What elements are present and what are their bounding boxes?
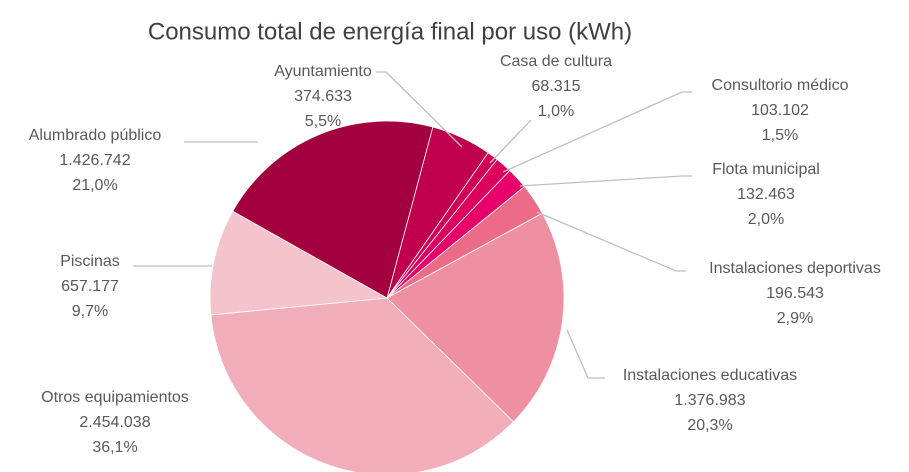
label-value: 103.102 <box>751 102 809 119</box>
label-percent: 20,3% <box>687 417 732 434</box>
pie-slice <box>209 210 389 316</box>
label-percent: 9,7% <box>72 303 108 320</box>
leader-line <box>489 119 532 164</box>
label-name: Otros equipamientos <box>41 389 189 406</box>
label-percent: 36,1% <box>92 439 137 456</box>
label-name: Piscinas <box>60 253 120 270</box>
leader-line <box>502 91 692 173</box>
label-name: Instalaciones educativas <box>623 367 797 384</box>
label-value: 196.543 <box>766 285 824 302</box>
label-value: 1.376.983 <box>674 392 745 409</box>
pie-slice <box>210 297 515 472</box>
label-percent: 1,0% <box>538 103 574 120</box>
leader-line <box>536 211 686 272</box>
label-name: Consultorio médico <box>712 77 849 94</box>
pie-slice <box>386 212 565 423</box>
label-value: 374.633 <box>294 88 352 105</box>
leader-line <box>376 71 463 148</box>
label-percent: 21,0% <box>72 177 117 194</box>
chart-title: Consumo total de energía final por uso (… <box>148 18 632 45</box>
label-name: Casa de cultura <box>500 53 612 70</box>
label-name: Flota municipal <box>712 161 820 178</box>
label-percent: 2,0% <box>748 211 784 228</box>
label-value: 132.463 <box>737 186 795 203</box>
leader-line <box>566 329 605 379</box>
label-value: 657.177 <box>61 278 119 295</box>
label-name: Alumbrado público <box>29 127 162 144</box>
label-percent: 5,5% <box>305 113 341 130</box>
label-value: 2.454.038 <box>79 414 150 431</box>
label-value: 68.315 <box>532 78 581 95</box>
label-value: 1.426.742 <box>59 152 130 169</box>
label-percent: 1,5% <box>762 127 798 144</box>
label-name: Ayuntamiento <box>274 63 372 80</box>
pie-slice <box>232 120 434 299</box>
label-percent: 2,9% <box>777 310 813 327</box>
leader-line <box>519 175 692 187</box>
label-name: Instalaciones deportivas <box>709 260 881 277</box>
